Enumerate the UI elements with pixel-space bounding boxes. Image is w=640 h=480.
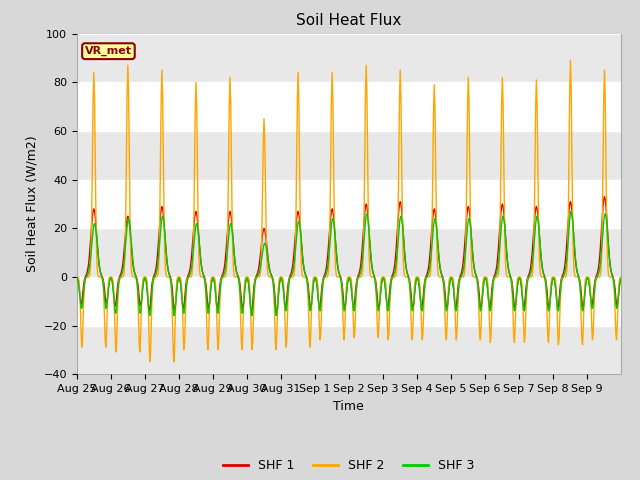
Text: VR_met: VR_met: [85, 46, 132, 56]
Bar: [77, 131, 621, 180]
Bar: [77, 34, 621, 82]
Bar: [77, 326, 621, 374]
Bar: [77, 228, 621, 277]
Legend: SHF 1, SHF 2, SHF 3: SHF 1, SHF 2, SHF 3: [218, 454, 479, 477]
Y-axis label: Soil Heat Flux (W/m2): Soil Heat Flux (W/m2): [25, 136, 38, 272]
Title: Soil Heat Flux: Soil Heat Flux: [296, 13, 401, 28]
X-axis label: Time: Time: [333, 400, 364, 413]
